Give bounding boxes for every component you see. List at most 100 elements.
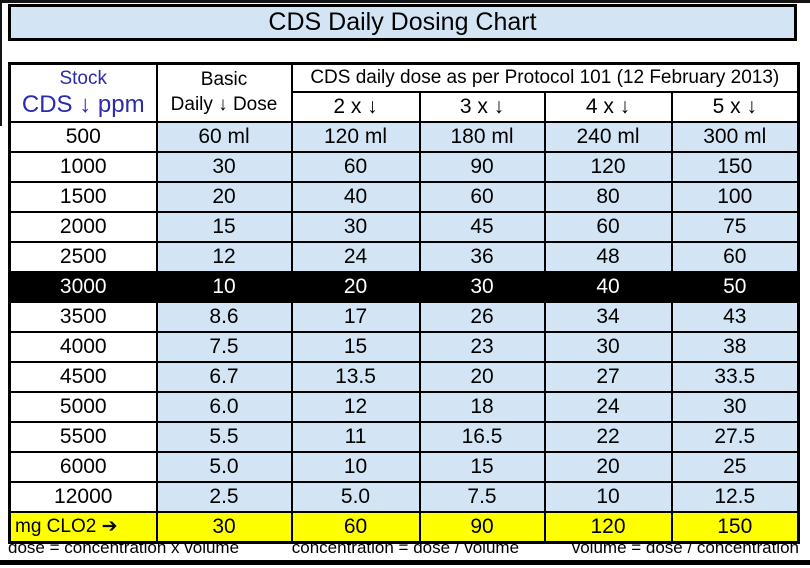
- dose-cell: 40: [290, 181, 421, 213]
- table-row: 3000 10 20 30 40 50: [8, 271, 800, 303]
- ppm-cell: 500: [8, 121, 158, 153]
- dose-cell: 43: [670, 301, 800, 333]
- header-basic-dose: Basic Daily ↓ Dose: [155, 62, 293, 123]
- dose-cell: 75: [670, 211, 800, 243]
- header-row-1: Stock CDS ↓ ppm Basic Daily ↓ Dose CDS d…: [8, 62, 800, 123]
- frame-top-line: [0, 0, 810, 3]
- dose-cell: 30: [670, 391, 800, 423]
- header-multiplier-2x: 2 x ↓: [290, 91, 421, 123]
- dose-cell: 2.5: [155, 481, 293, 513]
- dose-cell: 60: [418, 181, 546, 213]
- dose-cell: 36: [418, 241, 546, 273]
- mg-clo2-cell: 60: [290, 511, 421, 544]
- table-row: 4500 6.7 13.5 20 27 33.5: [8, 361, 800, 393]
- dose-cell: 30: [290, 211, 421, 243]
- header-protocol: CDS daily dose as per Protocol 101 (12 F…: [290, 62, 800, 93]
- ppm-cell: 3500: [8, 301, 158, 333]
- dose-cell: 10: [155, 271, 293, 303]
- dose-cell: 24: [290, 241, 421, 273]
- ppm-cell: 5500: [8, 421, 158, 453]
- ppm-cell: 3000: [8, 271, 158, 303]
- dose-cell: 15: [155, 211, 293, 243]
- dose-cell: 8.6: [155, 301, 293, 333]
- ppm-cell: 6000: [8, 451, 158, 483]
- dose-cell: 80: [543, 181, 673, 213]
- header-stock-line1: Stock: [59, 68, 108, 89]
- dose-cell: 45: [418, 211, 546, 243]
- table-row: 5000 6.0 12 18 24 30: [8, 391, 800, 423]
- table-header: Stock CDS ↓ ppm Basic Daily ↓ Dose CDS d…: [8, 62, 800, 123]
- page-title: CDS Daily Dosing Chart: [8, 4, 797, 41]
- dose-cell: 120 ml: [290, 121, 421, 153]
- dose-cell: 18: [418, 391, 546, 423]
- dose-cell: 13.5: [290, 361, 421, 393]
- dose-cell: 24: [543, 391, 673, 423]
- ppm-cell: 1500: [8, 181, 158, 213]
- header-basic-line1: Basic: [200, 69, 248, 90]
- dose-cell: 5.0: [155, 451, 293, 483]
- dose-cell: 12: [155, 241, 293, 273]
- header-multiplier-3x: 3 x ↓: [418, 91, 546, 123]
- header-multiplier-5x: 5 x ↓: [670, 91, 800, 123]
- dose-cell: 20: [155, 181, 293, 213]
- dose-cell: 10: [290, 451, 421, 483]
- table-row: 5500 5.5 11 16.5 22 27.5: [8, 421, 800, 453]
- dose-cell: 40: [543, 271, 673, 303]
- dose-cell: 20: [543, 451, 673, 483]
- dose-cell: 33.5: [670, 361, 800, 393]
- dose-cell: 12.5: [670, 481, 800, 513]
- dose-cell: 23: [418, 331, 546, 363]
- dose-cell: 30: [543, 331, 673, 363]
- ppm-cell: 5000: [8, 391, 158, 423]
- dose-cell: 16.5: [418, 421, 546, 453]
- dose-cell: 20: [418, 361, 546, 393]
- dose-cell: 5.5: [155, 421, 293, 453]
- formula-concentration: concentration = dose / volume: [291, 538, 520, 557]
- dose-cell: 100: [670, 181, 800, 213]
- dose-cell: 300 ml: [670, 121, 800, 153]
- mg-clo2-cell: 120: [543, 511, 673, 544]
- ppm-cell: 12000: [8, 481, 158, 513]
- mg-clo2-cell: 150: [670, 511, 800, 544]
- dose-cell: 48: [543, 241, 673, 273]
- mg-clo2-cell: 30: [155, 511, 293, 544]
- dose-cell: 7.5: [155, 331, 293, 363]
- formula-volume: volume = dose / concentration: [571, 538, 799, 557]
- dose-cell: 11: [290, 421, 421, 453]
- dose-cell: 15: [418, 451, 546, 483]
- ppm-cell: 4000: [8, 331, 158, 363]
- table-row: 12000 2.5 5.0 7.5 10 12.5: [8, 481, 800, 513]
- formula-bar: dose = concentration x volume concentrat…: [8, 538, 799, 558]
- table-row: 1000 30 60 90 120 150: [8, 151, 800, 183]
- ppm-cell: 4500: [8, 361, 158, 393]
- ppm-cell: 1000: [8, 151, 158, 183]
- dose-cell: 150: [670, 151, 800, 183]
- dose-cell: 90: [418, 151, 546, 183]
- dose-cell: 38: [670, 331, 800, 363]
- table-row: 4000 7.5 15 23 30 38: [8, 331, 800, 363]
- dose-cell: 27.5: [670, 421, 800, 453]
- dose-cell: 17: [290, 301, 421, 333]
- dose-cell: 22: [543, 421, 673, 453]
- header-stock-line2: CDS ↓ ppm: [21, 91, 145, 118]
- header-stock-ppm: Stock CDS ↓ ppm: [8, 62, 158, 123]
- table-row: 3500 8.6 17 26 34 43: [8, 301, 800, 333]
- formula-dose: dose = concentration x volume: [8, 538, 240, 557]
- dose-cell: 20: [290, 271, 421, 303]
- mg-clo2-cell: 90: [418, 511, 546, 544]
- dose-cell: 60: [290, 151, 421, 183]
- dose-cell: 30: [418, 271, 546, 303]
- table-row: 6000 5.0 10 15 20 25: [8, 451, 800, 483]
- table-body: 500 60 ml 120 ml 180 ml 240 ml 300 ml 1000 30 60…: [8, 121, 800, 544]
- dose-cell: 30: [155, 151, 293, 183]
- dose-cell: 120: [543, 151, 673, 183]
- header-multiplier-4x: 4 x ↓: [543, 91, 673, 123]
- dose-cell: 60 ml: [155, 121, 293, 153]
- table-row: 2000 15 30 45 60 75: [8, 211, 800, 243]
- header-row-multipliers: 2 x ↓ 3 x ↓ 4 x ↓ 5 x ↓: [10, 91, 800, 123]
- mg-clo2-label: mg CLO2 ➔: [8, 511, 158, 544]
- dose-cell: 7.5: [418, 481, 546, 513]
- dose-cell: 5.0: [290, 481, 421, 513]
- table-row: 2500 12 24 36 48 60: [8, 241, 800, 273]
